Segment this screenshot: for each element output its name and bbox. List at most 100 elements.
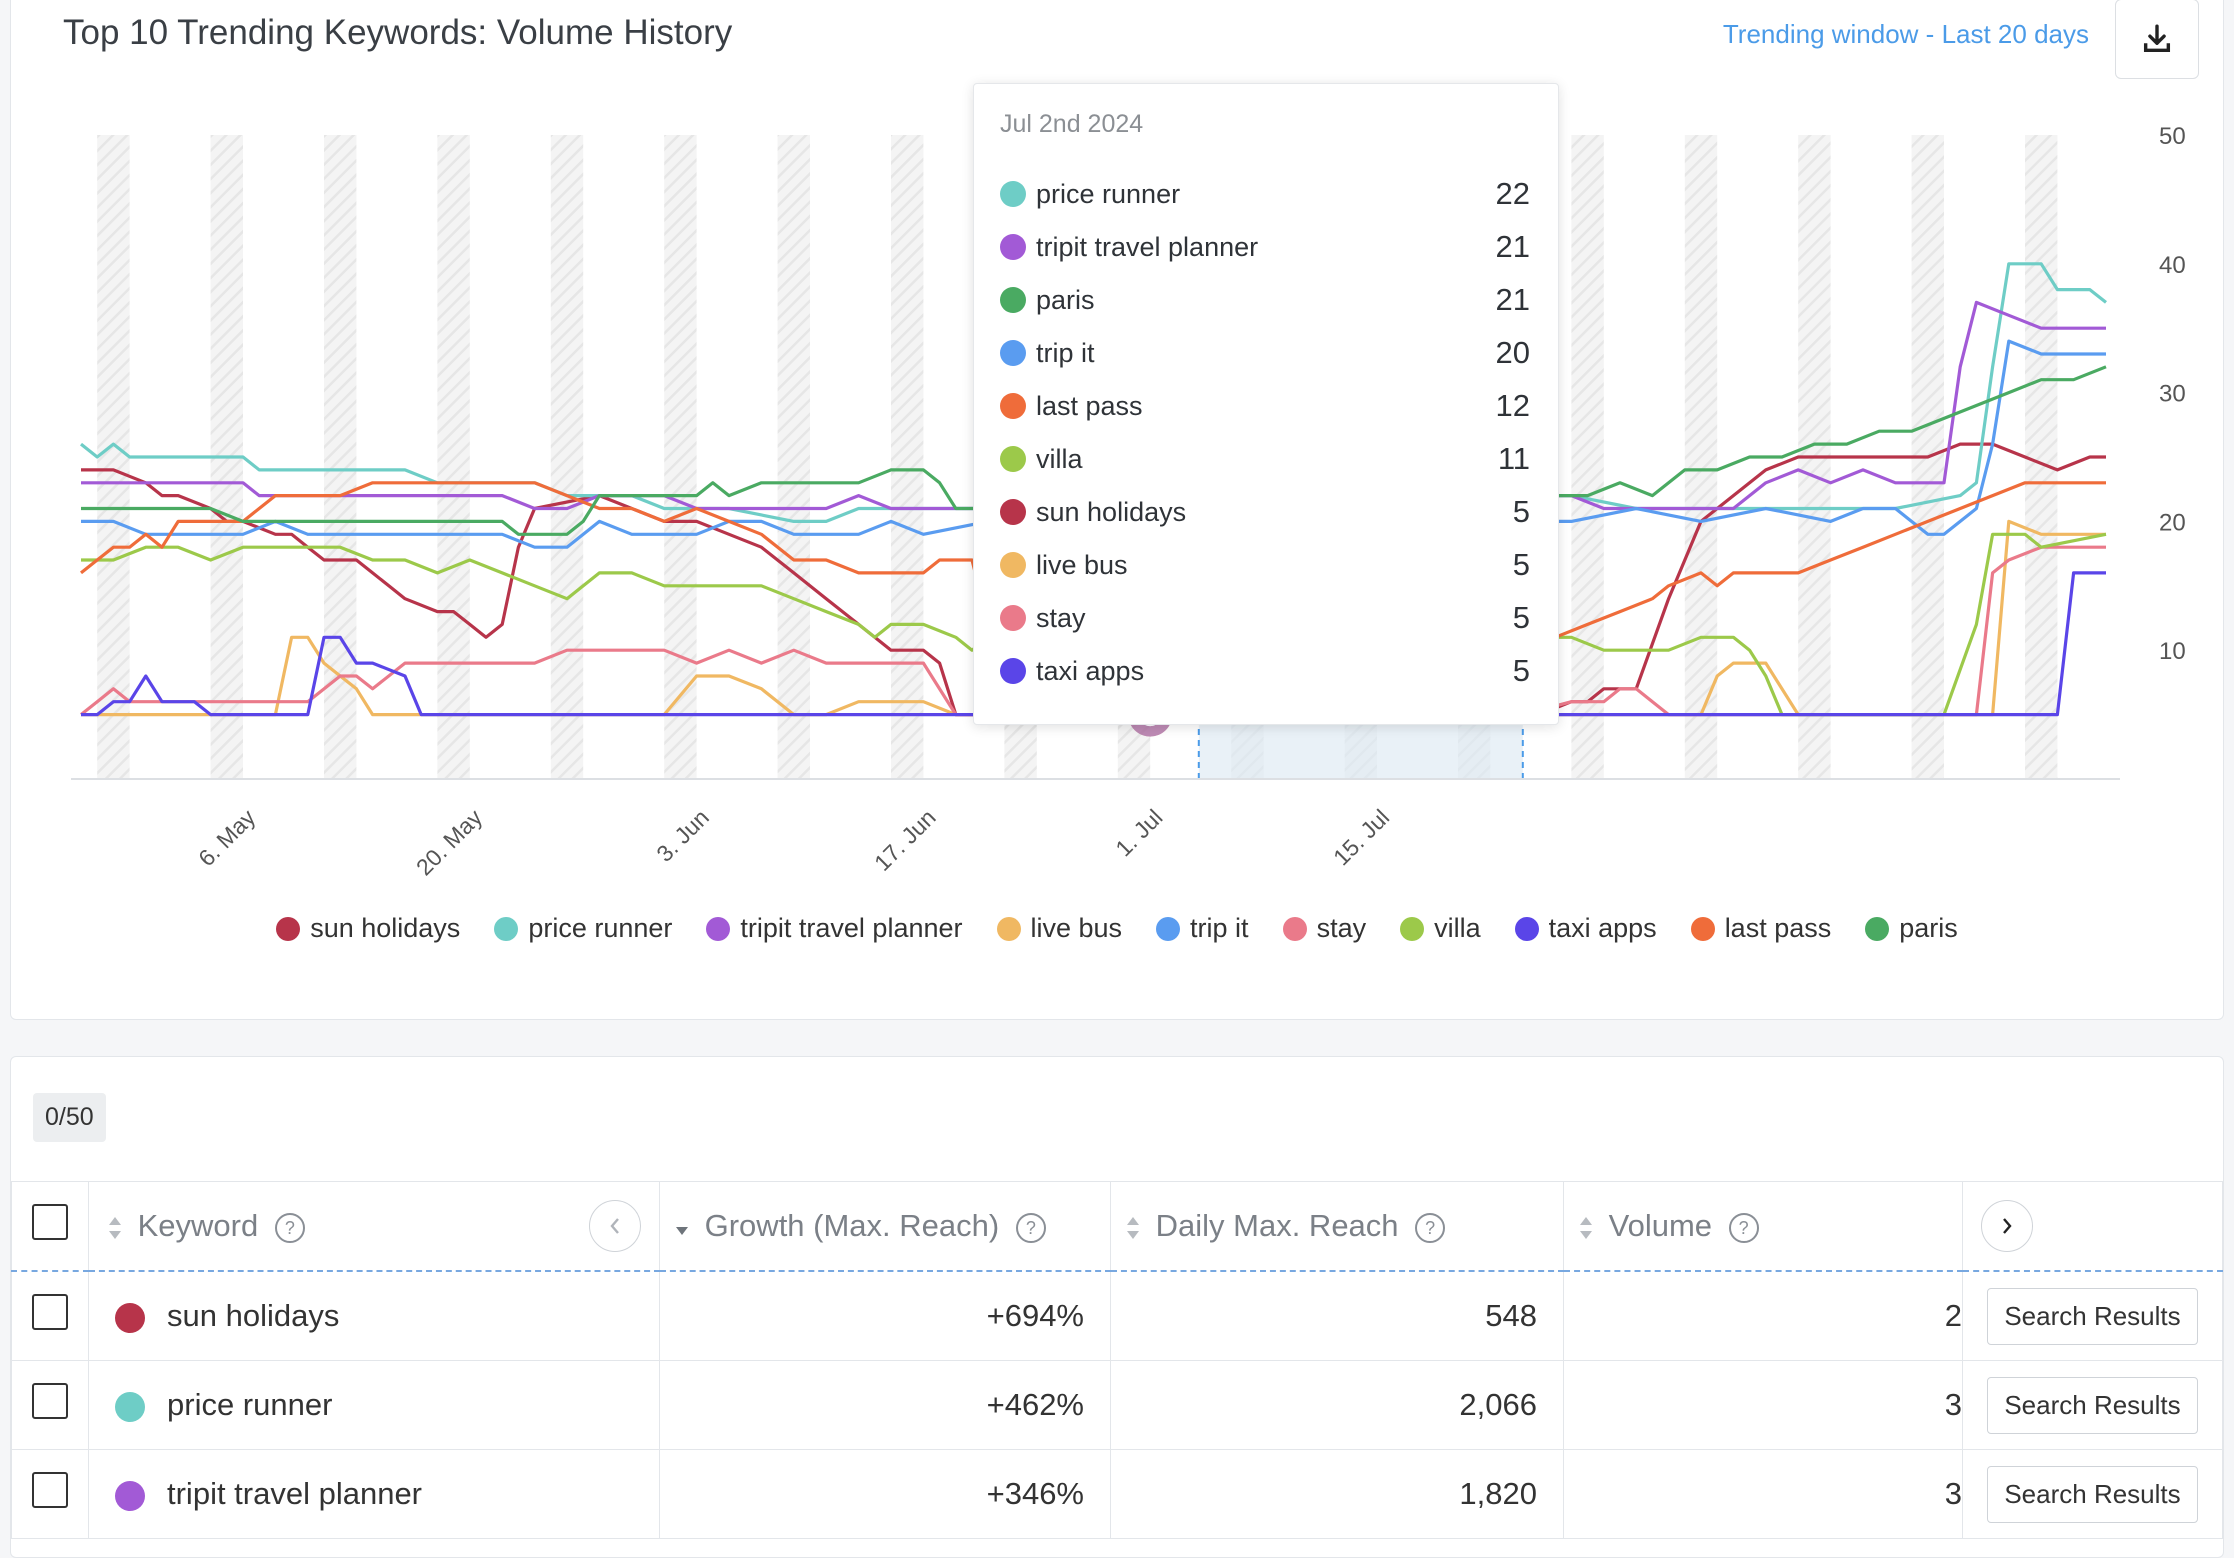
- select-all-checkbox[interactable]: [32, 1204, 68, 1240]
- legend-item[interactable]: last pass: [1690, 913, 1832, 944]
- daily-max-reach-header-label: Daily Max. Reach: [1155, 1208, 1399, 1243]
- tooltip-keyword: stay: [1036, 602, 1086, 633]
- legend-item[interactable]: stay: [1282, 913, 1366, 944]
- legend-item[interactable]: sun holidays: [276, 913, 460, 944]
- search-results-button[interactable]: Search Results: [1987, 1376, 2198, 1434]
- legend-label: sun holidays: [310, 913, 461, 943]
- tooltip-keyword: sun holidays: [1036, 496, 1187, 527]
- daily-max-reach-cell: 548: [1110, 1270, 1564, 1361]
- legend-color-dot: [1514, 916, 1539, 941]
- legend-item[interactable]: price runner: [494, 913, 672, 944]
- tooltip-value: 12: [1495, 388, 1530, 423]
- x-tick-label: 17. Jun: [869, 804, 941, 876]
- help-icon[interactable]: ?: [1415, 1212, 1446, 1243]
- legend-item[interactable]: villa: [1400, 913, 1481, 944]
- weekend-band: [777, 135, 810, 779]
- tooltip-color-dot: [1000, 393, 1026, 419]
- legend-label: live bus: [1030, 913, 1123, 943]
- series-line-taxi-apps: [81, 571, 2106, 717]
- tooltip-color-dot: [1000, 181, 1026, 207]
- legend-item[interactable]: tripit travel planner: [706, 913, 963, 944]
- help-icon[interactable]: ?: [1015, 1212, 1046, 1243]
- legend-item[interactable]: taxi apps: [1514, 913, 1657, 944]
- x-tick-label: 1. Jul: [1110, 804, 1167, 861]
- row-checkbox[interactable]: [32, 1472, 68, 1508]
- x-tick-label: 15. Jul: [1328, 804, 1394, 870]
- legend-item[interactable]: live bus: [996, 913, 1123, 944]
- volume-cell: 3: [1563, 1360, 1963, 1450]
- chart-tooltip: Jul 2nd 2024 price runner 22 tripit travel…: [973, 83, 1559, 725]
- tooltip-value: 5: [1512, 547, 1530, 582]
- tooltip-keyword: paris: [1036, 284, 1095, 315]
- weekend-band: [2025, 135, 2058, 779]
- search-results-button[interactable]: Search Results: [1987, 1287, 2198, 1345]
- table-row[interactable]: tripit travel planner +346% 1,820 3 Search R…: [11, 1449, 2223, 1539]
- tooltip-row: stay 5: [1000, 592, 1530, 644]
- y-tick-label: 10: [2159, 638, 2186, 665]
- action-cell: Search Results: [1962, 1270, 2223, 1361]
- y-tick-label: 30: [2159, 381, 2186, 408]
- table-row[interactable]: sun holidays +694% 548 2 Search Results: [11, 1270, 2223, 1361]
- tooltip-color-dot: [1000, 605, 1026, 631]
- keyword-column-header[interactable]: Keyword ?: [88, 1181, 660, 1272]
- tooltip-value: 5: [1512, 653, 1530, 688]
- legend-color-dot: [1865, 916, 1890, 941]
- download-button[interactable]: [2115, 0, 2199, 79]
- growth-column-header[interactable]: Growth (Max. Reach) ?: [659, 1181, 1111, 1272]
- legend-label: price runner: [528, 913, 673, 943]
- weekend-band: [437, 135, 470, 779]
- select-all-cell: [11, 1181, 89, 1272]
- row-checkbox[interactable]: [32, 1294, 68, 1330]
- sort-desc-icon: [676, 1226, 688, 1235]
- chart-legend: sun holidays price runner tripit travel pl…: [11, 913, 2223, 944]
- tooltip-color-dot: [1000, 234, 1026, 260]
- legend-label: taxi apps: [1548, 913, 1657, 943]
- row-checkbox[interactable]: [32, 1383, 68, 1419]
- x-tick-label: 20. May: [411, 804, 488, 881]
- legend-label: tripit travel planner: [740, 913, 963, 943]
- weekend-band: [1571, 135, 1604, 779]
- legend-label: trip it: [1190, 913, 1249, 943]
- keyword-text: tripit travel planner: [167, 1476, 423, 1511]
- keyword-color-dot: [115, 1480, 145, 1511]
- chevron-left-icon: [610, 1218, 619, 1234]
- tooltip-value: 21: [1495, 229, 1530, 264]
- tooltip-row: sun holidays 5: [1000, 486, 1530, 538]
- table-row[interactable]: price runner +462% 2,066 3 Search Results: [11, 1360, 2223, 1450]
- tooltip-row: taxi apps 5: [1000, 645, 1530, 697]
- legend-item[interactable]: trip it: [1156, 913, 1249, 944]
- tooltip-keyword: taxi apps: [1036, 655, 1145, 686]
- weekend-band: [664, 135, 697, 779]
- legend-item[interactable]: paris: [1865, 913, 1958, 944]
- legend-color-dot: [1282, 916, 1307, 941]
- series-line-sun-holidays: [81, 442, 2106, 717]
- legend-color-dot: [996, 916, 1021, 941]
- scroll-right-button[interactable]: [1981, 1200, 2033, 1252]
- tooltip-row: price runner 22: [1000, 168, 1530, 220]
- keyword-header-label: Keyword: [137, 1208, 259, 1243]
- volume-column-header[interactable]: Volume ?: [1563, 1181, 1963, 1272]
- growth-cell: +694%: [659, 1270, 1111, 1361]
- selection-counter: 0/50: [33, 1093, 106, 1142]
- scroll-left-button[interactable]: [589, 1200, 641, 1252]
- legend-label: last pass: [1724, 913, 1832, 943]
- help-icon[interactable]: ?: [1728, 1212, 1759, 1243]
- tooltip-value: 21: [1495, 282, 1530, 317]
- row-select-cell: [11, 1270, 89, 1361]
- trending-window-link[interactable]: Trending window - Last 20 days: [1722, 19, 2089, 49]
- growth-cell: +462%: [659, 1360, 1111, 1450]
- series-line-trip-it: [81, 339, 2106, 549]
- volume-cell: 2: [1563, 1270, 1963, 1361]
- tooltip-keyword: price runner: [1036, 178, 1181, 209]
- growth-cell: +346%: [659, 1449, 1111, 1539]
- help-icon[interactable]: ?: [274, 1212, 305, 1243]
- daily-max-reach-column-header[interactable]: Daily Max. Reach ?: [1110, 1181, 1564, 1272]
- chevron-right-icon: [2003, 1218, 2012, 1234]
- sort-icon: [1580, 1216, 1592, 1239]
- legend-label: paris: [1899, 913, 1958, 943]
- search-results-button[interactable]: Search Results: [1987, 1465, 2198, 1523]
- tooltip-value: 5: [1512, 600, 1530, 635]
- tooltip-color-dot: [1000, 552, 1026, 578]
- chart-title: Top 10 Trending Keywords: Volume History: [63, 13, 733, 52]
- keyword-color-dot: [115, 1391, 145, 1422]
